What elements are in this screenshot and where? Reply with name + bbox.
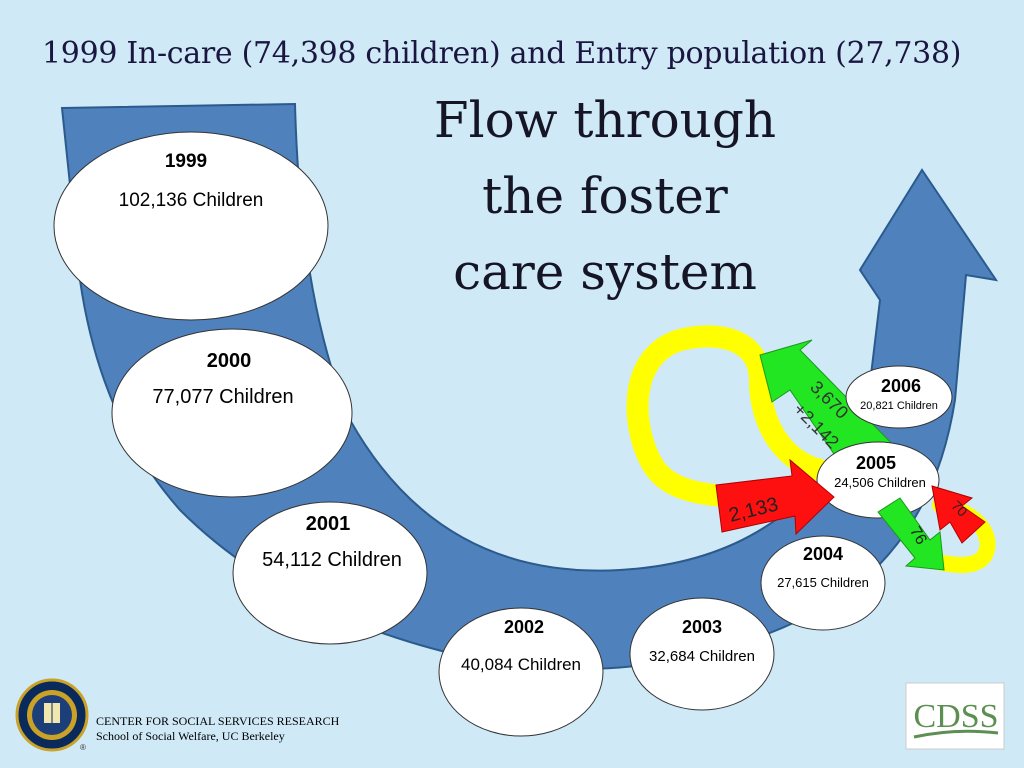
year-label: 2005: [856, 453, 896, 473]
year-label: 2004: [803, 544, 843, 564]
count-label: 24,506 Children: [834, 475, 926, 490]
year-node-2002: 2002 40,084 Children: [438, 607, 604, 737]
count-label: 20,821 Children: [860, 400, 938, 412]
cdss-logo: CDSS: [905, 682, 1005, 750]
footer-line-2: School of Social Welfare, UC Berkeley: [96, 729, 285, 743]
year-label: 2001: [306, 513, 351, 535]
year-node-2001: 2001 54,112 Children: [232, 501, 428, 645]
year-label: 2002: [504, 617, 544, 637]
green-flow-arrow-small: 76: [877, 497, 945, 571]
flow-label: 76: [906, 524, 930, 548]
count-label: 102,136 Children: [119, 190, 264, 211]
svg-text:®: ®: [80, 743, 86, 752]
red-flow-arrow-small: 70: [931, 485, 986, 544]
year-node-2004: 2004 27,615 Children: [760, 535, 886, 631]
year-node-1999: 1999 102,136 Children: [53, 131, 329, 321]
count-label: 77,077 Children: [152, 386, 293, 408]
count-label: 40,084 Children: [461, 655, 581, 674]
count-label: 32,684 Children: [649, 648, 755, 665]
year-node-2005: 2005 24,506 Children: [816, 441, 940, 519]
title-line-3: care system: [453, 243, 757, 301]
year-label: 1999: [165, 151, 207, 172]
uc-seal-logo: ®: [15, 678, 89, 752]
year-node-2006: 2006 20,821 Children: [845, 365, 953, 429]
slide-title: Flow through the foster care system: [410, 82, 800, 310]
footer-line-1: CENTER FOR SOCIAL SERVICES RESEARCH: [96, 714, 340, 728]
title-line-1: Flow through: [433, 91, 777, 149]
year-label: 2003: [682, 617, 722, 637]
count-label: 27,615 Children: [777, 575, 869, 590]
year-label: 2000: [207, 350, 252, 372]
count-label: 54,112 Children: [262, 549, 402, 571]
cdss-logo-text: CDSS: [913, 698, 998, 735]
yellow-loop: [626, 325, 831, 511]
red-flow-arrow-large: 2,133: [715, 458, 835, 536]
year-node-2003: 2003 32,684 Children: [629, 597, 775, 711]
title-line-2: the foster: [482, 167, 728, 225]
slide-subtitle: 1999 In-care (74,398 children) and Entry…: [42, 36, 962, 71]
year-node-2000: 2000 77,077 Children: [111, 328, 353, 498]
footer-credit: CENTER FOR SOCIAL SERVICES RESEARCH Scho…: [96, 714, 339, 744]
year-label: 2006: [881, 376, 921, 396]
